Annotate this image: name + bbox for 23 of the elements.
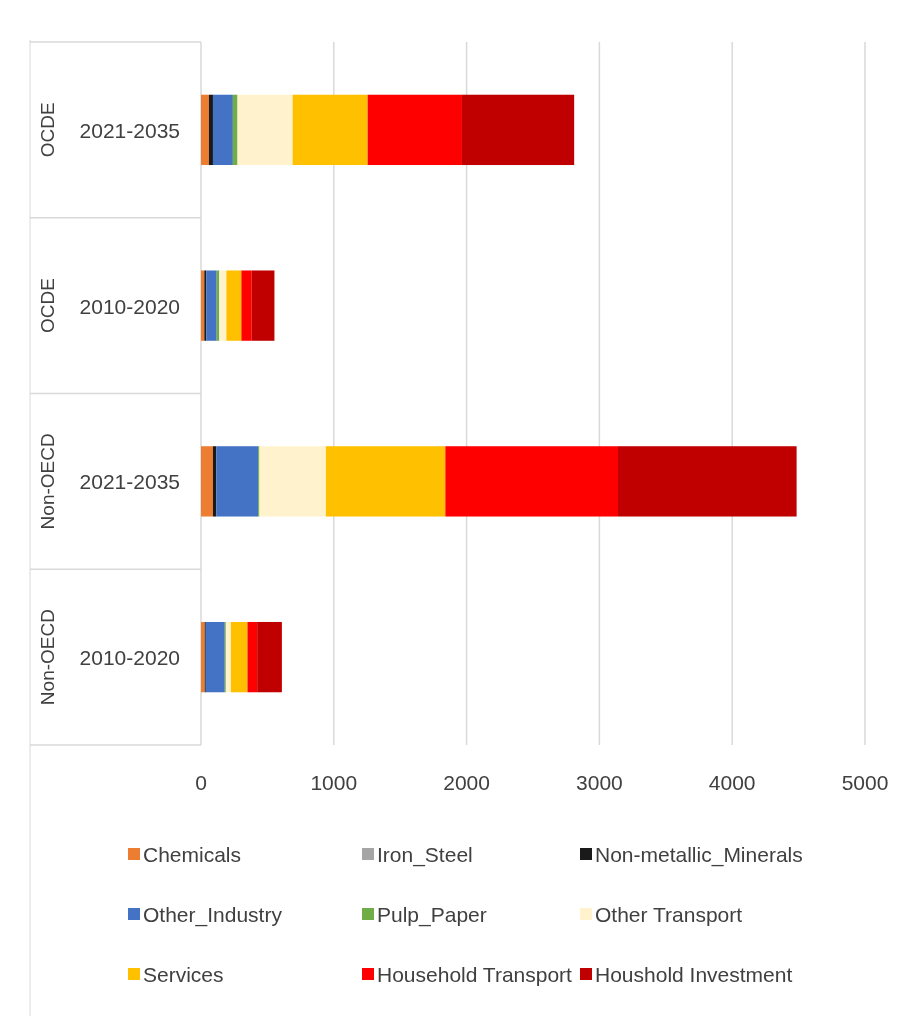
x-tick-label: 1000	[310, 771, 358, 794]
x-tick-label: 3000	[576, 771, 623, 794]
x-tick-label: 0	[195, 771, 207, 794]
x-tick-label: 5000	[841, 771, 889, 794]
x-tick-label: 2000	[443, 771, 490, 794]
legend-label: Pulp_Paper	[377, 903, 487, 927]
x-tick-label: 4000	[708, 771, 756, 794]
text: OCDE	[37, 102, 58, 158]
legend-label: Household Transport	[377, 963, 573, 986]
legend-label: Iron_Steel	[377, 843, 473, 867]
y-tick-label: 2021-2035	[79, 470, 180, 494]
text: OCDE	[37, 278, 58, 334]
y-tick-label: 2010-2020	[79, 294, 180, 318]
legend-label: Other Transport	[595, 903, 743, 926]
legend-label: Other_Industry	[143, 903, 283, 927]
legend-label: Services	[143, 963, 224, 986]
legend-label: Chemicals	[143, 843, 242, 866]
y-tick-label: 2021-2035	[79, 118, 180, 142]
text: Non-OECD	[37, 609, 58, 706]
legend-label: Houshold Investment	[595, 963, 793, 986]
text: Non-OECD	[37, 433, 58, 530]
legend-label: Non-metallic_Minerals	[595, 843, 803, 867]
y-tick-label: 2010-2020	[79, 646, 180, 670]
